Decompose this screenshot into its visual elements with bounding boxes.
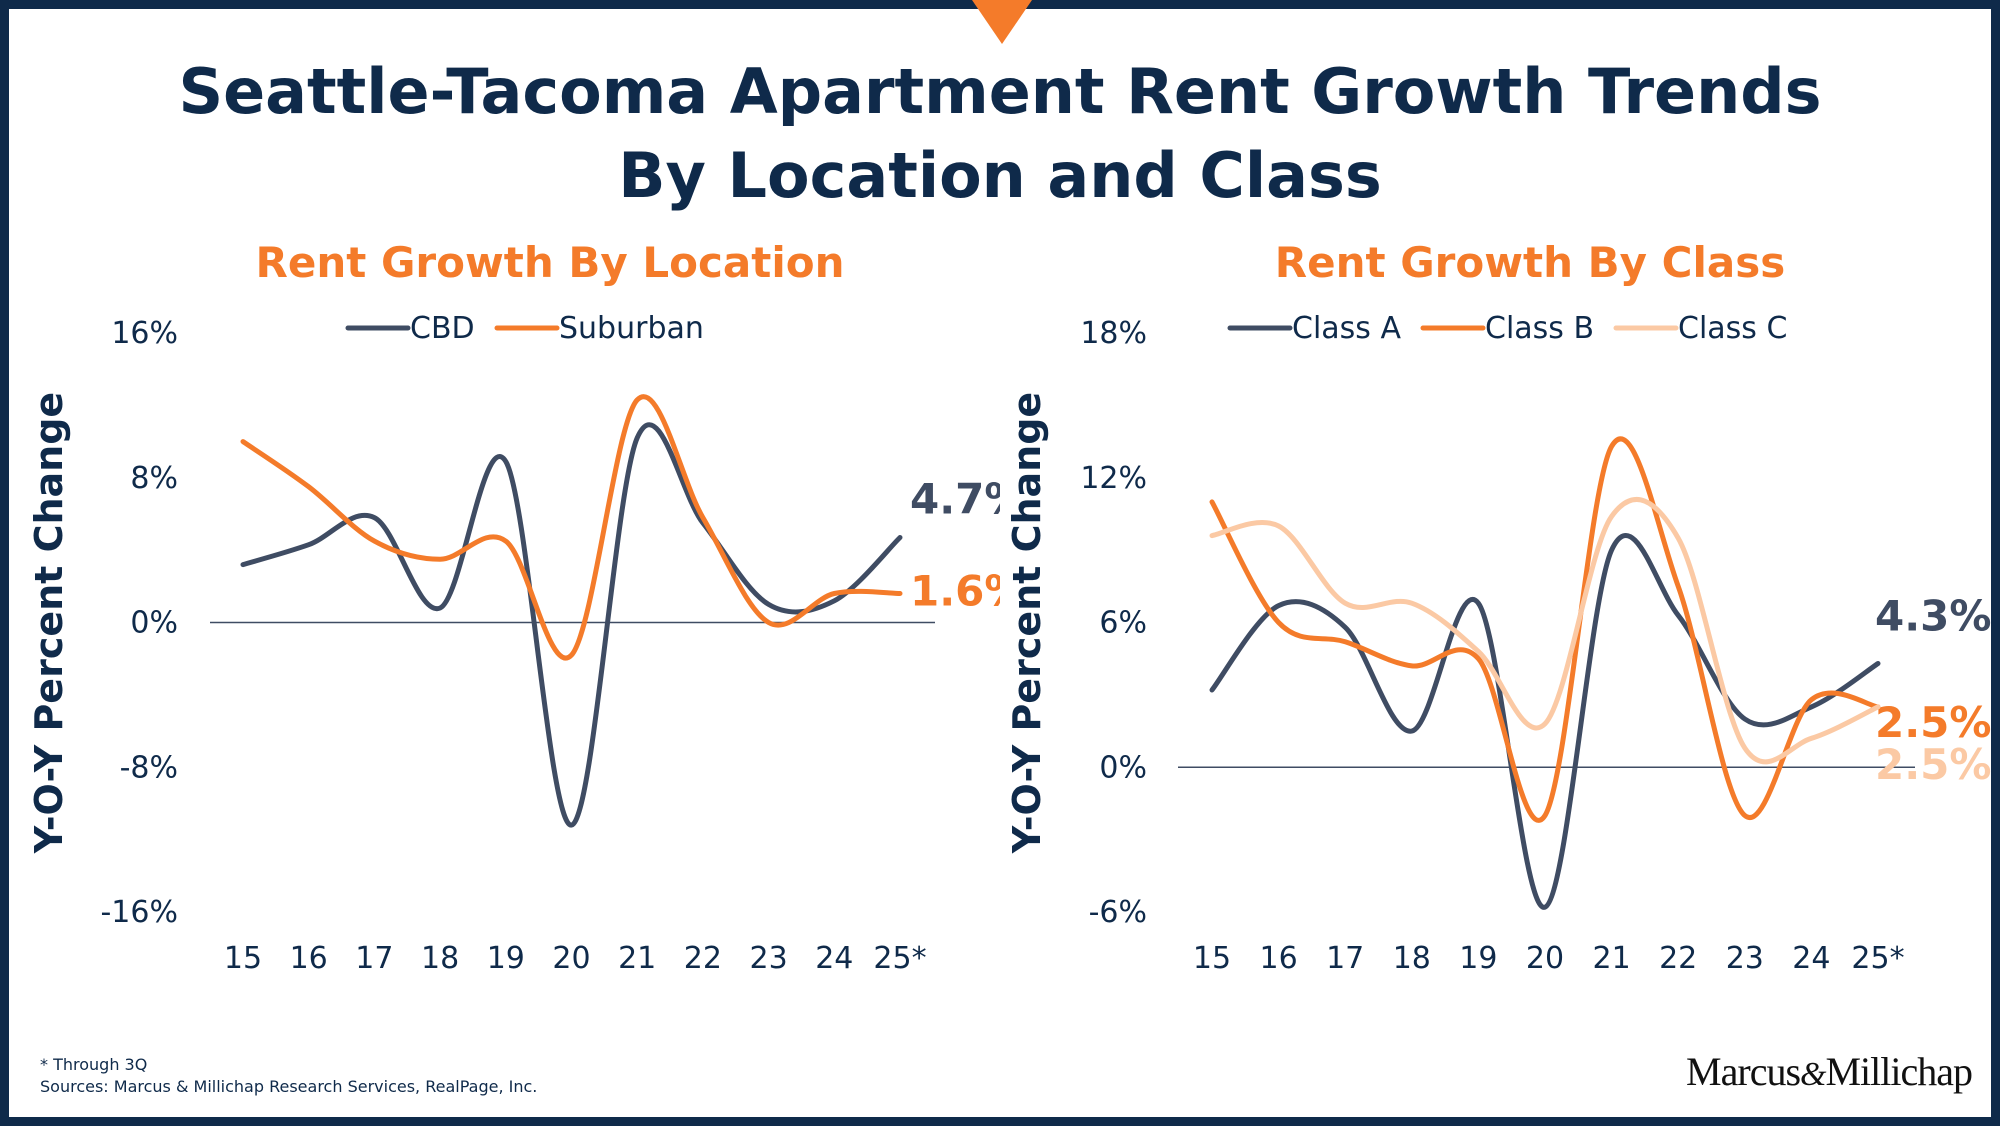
series-line xyxy=(240,422,903,828)
x-tick-label: 17 xyxy=(355,941,393,976)
y-axis-label: Y-O-Y Percent Change xyxy=(27,392,71,854)
x-tick-label: 20 xyxy=(552,941,590,976)
x-tick-label: 19 xyxy=(487,941,525,976)
logo-text-left: Marcus xyxy=(1686,1049,1801,1094)
x-tick-label: 21 xyxy=(1593,941,1631,976)
x-tick-label: 19 xyxy=(1459,941,1497,976)
x-tick-label: 18 xyxy=(1393,941,1431,976)
chart-title-class: Rent Growth By Class xyxy=(1274,238,1786,287)
series-line xyxy=(1209,436,1881,823)
y-tick-label: -16% xyxy=(100,895,178,930)
y-axis-label: Y-O-Y Percent Change xyxy=(1005,392,1049,854)
legend-entry: Class B xyxy=(1485,311,1594,346)
x-tick-label: 17 xyxy=(1326,941,1364,976)
x-tick-label: 15 xyxy=(1193,941,1231,976)
x-tick-label: 23 xyxy=(750,941,788,976)
x-tick-label: 18 xyxy=(421,941,459,976)
x-tick-label: 16 xyxy=(290,941,328,976)
x-tick-label: 21 xyxy=(618,941,656,976)
main-title-line-1: Seattle-Tacoma Apartment Rent Growth Tre… xyxy=(178,55,1822,128)
series-line xyxy=(1209,533,1881,910)
logo-ampersand: & xyxy=(1800,1056,1826,1093)
y-tick-label: -8% xyxy=(120,750,178,785)
end-value-label: 1.6% xyxy=(910,567,1000,616)
legend-entry: CBD xyxy=(410,311,475,346)
footnote-through: * Through 3Q xyxy=(40,1055,148,1074)
y-tick-label: 16% xyxy=(111,316,178,351)
x-tick-label: 20 xyxy=(1526,941,1564,976)
chart-title-location: Rent Growth By Location xyxy=(255,238,845,287)
footnote-sources: Sources: Marcus & Millichap Research Ser… xyxy=(40,1077,538,1096)
x-tick-label: 25* xyxy=(1851,941,1904,976)
x-tick-label: 24 xyxy=(1792,941,1830,976)
location-line-chart: 16% 8% 0% -8% -16% 15 16 17 18 19 20 21 22 23 24 25* Y-O… xyxy=(27,311,1000,976)
marcus-millichap-logo: Marcus&Millichap xyxy=(1686,1048,1973,1095)
y-tick-label: 0% xyxy=(1099,750,1147,785)
y-tick-label: 6% xyxy=(1099,606,1147,641)
series-line xyxy=(1209,496,1881,765)
legend-entry: Suburban xyxy=(559,311,704,346)
x-tick-label: 22 xyxy=(1659,941,1697,976)
end-value-label: 2.5% xyxy=(1875,740,1991,789)
x-tick-label: 25* xyxy=(873,941,926,976)
orange-notch-marker xyxy=(972,0,1032,44)
end-value-label: 4.3% xyxy=(1875,592,1991,641)
y-tick-label: -6% xyxy=(1089,895,1147,930)
logo-text-right: Millichap xyxy=(1825,1049,1973,1094)
x-tick-label: 15 xyxy=(224,941,262,976)
x-tick-label: 16 xyxy=(1260,941,1298,976)
x-tick-label: 22 xyxy=(684,941,722,976)
legend-entry: Class C xyxy=(1678,311,1787,346)
y-tick-label: 12% xyxy=(1080,461,1147,496)
x-tick-label: 23 xyxy=(1726,941,1764,976)
y-tick-label: 18% xyxy=(1080,316,1147,351)
legend-entry: Class A xyxy=(1292,311,1401,346)
x-tick-label: 24 xyxy=(815,941,853,976)
end-value-label: 2.5% xyxy=(1875,698,1991,747)
y-tick-label: 0% xyxy=(130,606,178,641)
end-value-label: 4.7% xyxy=(910,474,1000,523)
y-tick-label: 8% xyxy=(130,461,178,496)
main-title-line-2: By Location and Class xyxy=(618,139,1382,212)
series-line xyxy=(240,394,903,661)
